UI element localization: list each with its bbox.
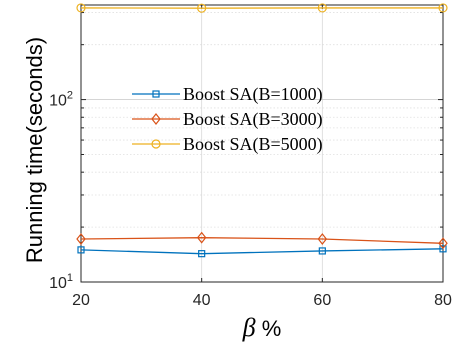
legend-entry: Boost SA(B=3000): [132, 109, 323, 130]
y-axis-label: Running time(seconds): [22, 37, 47, 263]
grid: [80, 5, 444, 283]
data-point: [198, 250, 206, 258]
x-tick-label: 20: [72, 292, 90, 309]
data-point: [317, 233, 328, 245]
legend-marker: [151, 139, 161, 149]
x-tick-label: 80: [434, 292, 452, 309]
series-line: [80, 237, 444, 244]
data-point: [76, 3, 86, 13]
data-point: [439, 245, 447, 253]
y-tick-label-base: 10: [49, 93, 67, 110]
y-tick-label: 102: [49, 90, 73, 110]
data-point: [196, 231, 207, 244]
legend-label: Boost SA(B=1000): [183, 84, 323, 105]
series-2: [76, 231, 448, 250]
x-axis-label: β %: [242, 313, 282, 342]
legend-entry: Boost SA(B=5000): [132, 134, 323, 155]
series-3: [76, 3, 448, 13]
series-layer: [76, 3, 448, 258]
legend-marker: [152, 90, 160, 98]
x-axis-label-suffix: %: [256, 316, 282, 341]
data-point: [197, 3, 207, 13]
series-line: [80, 248, 444, 255]
y-tick-label-base: 10: [49, 275, 67, 292]
legend-entry: Boost SA(B=1000): [132, 84, 323, 105]
data-point: [318, 247, 326, 255]
y-tick-label: 101: [49, 272, 73, 292]
series-1: [77, 245, 447, 258]
x-tick-label: 40: [193, 292, 211, 309]
legend-label: Boost SA(B=5000): [183, 134, 323, 155]
x-tick-label: 60: [313, 292, 331, 309]
x-axis-label-symbol: β: [242, 313, 256, 342]
data-point: [438, 3, 448, 13]
data-point: [317, 3, 327, 13]
legend: Boost SA(B=1000) Boost SA(B=3000) Boost SA…: [132, 84, 323, 155]
data-point: [438, 237, 448, 250]
plot-frame: [80, 4, 444, 283]
data-point: [76, 233, 86, 245]
legend-marker: [151, 113, 161, 125]
legend-label: Boost SA(B=3000): [183, 109, 323, 130]
y-tick-label-exponent: 1: [67, 272, 73, 284]
data-point: [77, 246, 85, 254]
y-tick-label-exponent: 2: [67, 90, 73, 102]
